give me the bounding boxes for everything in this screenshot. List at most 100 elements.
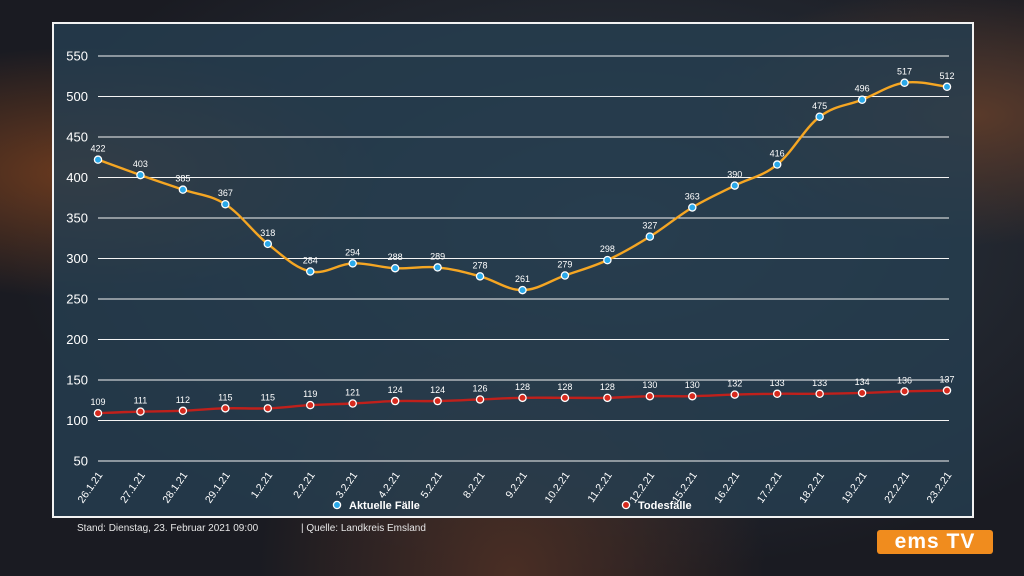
y-tick-label-200: 200: [66, 332, 88, 347]
y-tick-label-100: 100: [66, 413, 88, 428]
data-label: 124: [388, 385, 403, 395]
data-label: 422: [90, 144, 105, 154]
data-label: 130: [685, 380, 700, 390]
data-label: 128: [600, 382, 615, 392]
data-label: 416: [770, 149, 785, 159]
data-point-aktuelle-faelle: [518, 285, 527, 295]
data-point-aktuelle-faelle: [603, 255, 612, 265]
data-point-aktuelle-faelle: [305, 267, 315, 276]
y-tick-label-250: 250: [66, 292, 88, 307]
data-label: 278: [473, 260, 488, 270]
data-point-todesfaelle: [178, 406, 188, 416]
x-tick-label: 5.2.21: [418, 470, 445, 501]
x-tick-label: 29.1.21: [203, 470, 233, 506]
x-tick-label: 16.2.21: [712, 470, 742, 506]
data-label: 132: [727, 379, 742, 389]
data-point-aktuelle-faelle: [857, 95, 867, 104]
data-point-aktuelle-faelle: [560, 271, 570, 280]
data-label: 133: [812, 378, 827, 388]
x-tick-label: 19.2.21: [840, 470, 870, 506]
data-label: 133: [770, 378, 785, 388]
x-tick-label: 2.2.21: [291, 470, 318, 501]
data-point-aktuelle-faelle: [900, 78, 909, 87]
data-label: 475: [812, 101, 827, 111]
y-tick-label-150: 150: [66, 373, 88, 388]
x-tick-label: 11.2.21: [585, 470, 615, 505]
data-point-aktuelle-faelle: [730, 181, 740, 190]
data-point-todesfaelle: [942, 386, 952, 395]
data-label: 109: [90, 397, 105, 407]
x-tick-label: 1.2.21: [249, 470, 276, 501]
data-point-todesfaelle: [263, 404, 273, 413]
data-label: 496: [855, 84, 870, 94]
data-point-todesfaelle: [390, 396, 400, 406]
ems-tv-logo: ems TV: [877, 530, 993, 554]
y-tick-label-350: 350: [66, 211, 88, 226]
data-label: 115: [218, 392, 232, 402]
legend-marker-todesfaelle: [621, 500, 631, 510]
data-label: 288: [388, 252, 403, 262]
data-label: 136: [897, 375, 912, 385]
data-point-todesfaelle: [857, 388, 867, 398]
x-tick-label: 27.1.21: [118, 470, 148, 506]
data-point-todesfaelle: [900, 387, 909, 396]
data-label: 318: [260, 228, 275, 238]
data-point-aktuelle-faelle: [390, 263, 400, 273]
data-label: 261: [515, 274, 530, 284]
x-tick-label: 3.2.21: [334, 470, 361, 501]
data-point-aktuelle-faelle: [433, 263, 442, 272]
data-point-aktuelle-faelle: [136, 170, 145, 180]
data-label: 115: [261, 392, 275, 402]
data-label: 294: [345, 247, 360, 257]
y-tick-label-400: 400: [66, 170, 88, 185]
data-point-aktuelle-faelle: [221, 199, 230, 209]
data-label: 124: [430, 385, 445, 395]
y-tick-label-450: 450: [66, 130, 88, 145]
data-point-aktuelle-faelle: [348, 259, 357, 268]
data-label: 517: [897, 67, 912, 77]
x-tick-label: 4.2.21: [376, 470, 403, 501]
x-tick-label: 9.2.21: [503, 470, 530, 501]
data-label: 284: [303, 255, 318, 265]
data-point-aktuelle-faelle: [263, 239, 273, 249]
data-point-aktuelle-faelle: [815, 112, 824, 122]
line-chart: 50 100 150 200 250 300 350 400 450 500 550 26.1.21 2…: [66, 49, 954, 513]
data-label: 111: [134, 396, 148, 406]
data-point-aktuelle-faelle: [645, 232, 655, 241]
data-point-todesfaelle: [93, 408, 103, 418]
data-label: 137: [939, 375, 954, 385]
legend-label-aktuelle-faelle: Aktuelle Fälle: [349, 500, 420, 512]
data-point-aktuelle-faelle: [178, 185, 188, 194]
data-point-todesfaelle: [645, 391, 655, 401]
data-label: 363: [685, 191, 700, 201]
data-point-todesfaelle: [305, 400, 315, 410]
data-point-todesfaelle: [518, 393, 527, 403]
chart-panel: 50 100 150 200 250 300 350 400 450 500 550 26.1.21 2…: [52, 22, 974, 518]
x-tick-label: 18.2.21: [797, 470, 827, 506]
y-tick-label-300: 300: [66, 251, 88, 266]
legend-marker-aktuelle-faelle: [332, 500, 342, 510]
data-label: 367: [218, 188, 233, 198]
footer-quelle: | Quelle: Landkreis Emsland: [301, 523, 426, 534]
data-point-aktuelle-faelle: [93, 155, 103, 164]
data-label: 298: [600, 244, 615, 254]
x-tick-label: 26.1.21: [76, 470, 106, 506]
data-point-todesfaelle: [815, 389, 824, 399]
x-tick-label: 28.1.21: [160, 470, 190, 506]
data-label: 126: [473, 383, 488, 393]
data-label: 130: [642, 380, 657, 390]
data-label: 327: [642, 221, 657, 231]
data-label: 289: [430, 251, 445, 261]
data-label: 128: [557, 382, 572, 392]
data-point-todesfaelle: [475, 395, 485, 404]
data-label: 121: [345, 387, 360, 397]
data-label: 512: [939, 71, 954, 81]
data-point-todesfaelle: [603, 393, 612, 403]
data-point-aktuelle-faelle: [475, 272, 485, 281]
x-tick-label: 17.2.21: [755, 470, 785, 506]
data-label: 385: [175, 174, 190, 184]
data-point-todesfaelle: [688, 391, 697, 401]
data-label: 279: [557, 260, 572, 270]
data-point-aktuelle-faelle: [688, 203, 697, 212]
x-tick-label: 10.2.21: [542, 470, 572, 506]
